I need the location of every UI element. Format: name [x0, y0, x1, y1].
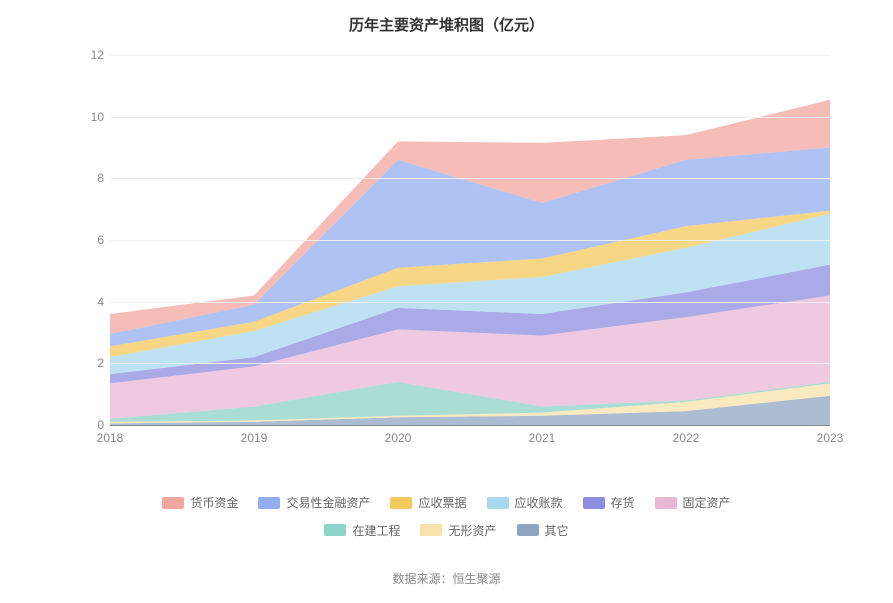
- y-axis-label: 10: [74, 110, 104, 124]
- chart-title: 历年主要资产堆积图（亿元）: [0, 0, 893, 35]
- legend-label: 固定资产: [683, 494, 731, 511]
- y-axis-label: 4: [74, 295, 104, 309]
- legend-label: 交易性金融资产: [286, 494, 370, 511]
- x-axis-label: 2022: [673, 431, 700, 445]
- legend-item[interactable]: 应收票据: [390, 494, 466, 511]
- legend-swatch: [162, 497, 184, 509]
- plot-region: 024681012201820192020202120222023: [110, 55, 830, 425]
- gridline: [110, 363, 830, 364]
- legend-label: 无形资产: [448, 522, 496, 539]
- data-source-label: 数据来源：恒生聚源: [0, 570, 893, 587]
- legend: 货币资金 交易性金融资产 应收票据 应收账款 存货 固定资产在建工程 无形资产 其它: [0, 494, 893, 549]
- gridline: [110, 178, 830, 179]
- y-axis-label: 8: [74, 171, 104, 185]
- x-axis-label: 2019: [241, 431, 268, 445]
- legend-item[interactable]: 无形资产: [420, 522, 496, 539]
- x-axis-label: 2018: [97, 431, 124, 445]
- x-axis-line: [110, 425, 830, 426]
- legend-label: 在建工程: [352, 522, 400, 539]
- legend-row: 在建工程 无形资产 其它: [0, 522, 893, 542]
- gridline: [110, 117, 830, 118]
- y-axis-label: 6: [74, 233, 104, 247]
- legend-swatch: [517, 524, 539, 536]
- legend-label: 应收票据: [418, 494, 466, 511]
- legend-swatch: [655, 497, 677, 509]
- legend-label: 存货: [611, 494, 635, 511]
- legend-label: 货币资金: [190, 494, 238, 511]
- legend-item[interactable]: 交易性金融资产: [258, 494, 370, 511]
- y-axis-label: 2: [74, 356, 104, 370]
- legend-swatch: [390, 497, 412, 509]
- legend-swatch: [420, 524, 442, 536]
- legend-swatch: [583, 497, 605, 509]
- legend-row: 货币资金 交易性金融资产 应收票据 应收账款 存货 固定资产: [0, 494, 893, 514]
- legend-item[interactable]: 应收账款: [487, 494, 563, 511]
- gridline: [110, 240, 830, 241]
- legend-item[interactable]: 存货: [583, 494, 635, 511]
- legend-swatch: [487, 497, 509, 509]
- legend-swatch: [258, 497, 280, 509]
- y-axis-label: 0: [74, 418, 104, 432]
- gridline: [110, 302, 830, 303]
- y-axis-label: 12: [74, 48, 104, 62]
- legend-label: 应收账款: [515, 494, 563, 511]
- legend-item[interactable]: 固定资产: [655, 494, 731, 511]
- legend-item[interactable]: 在建工程: [324, 522, 400, 539]
- legend-item[interactable]: 其它: [517, 522, 569, 539]
- x-axis-label: 2020: [385, 431, 412, 445]
- legend-swatch: [324, 524, 346, 536]
- x-axis-label: 2021: [529, 431, 556, 445]
- legend-label: 其它: [545, 522, 569, 539]
- chart-area: 024681012201820192020202120222023: [70, 55, 840, 453]
- legend-item[interactable]: 货币资金: [162, 494, 238, 511]
- x-axis-label: 2023: [817, 431, 844, 445]
- gridline: [110, 55, 830, 56]
- page: 历年主要资产堆积图（亿元） 02468101220182019202020212…: [0, 0, 893, 603]
